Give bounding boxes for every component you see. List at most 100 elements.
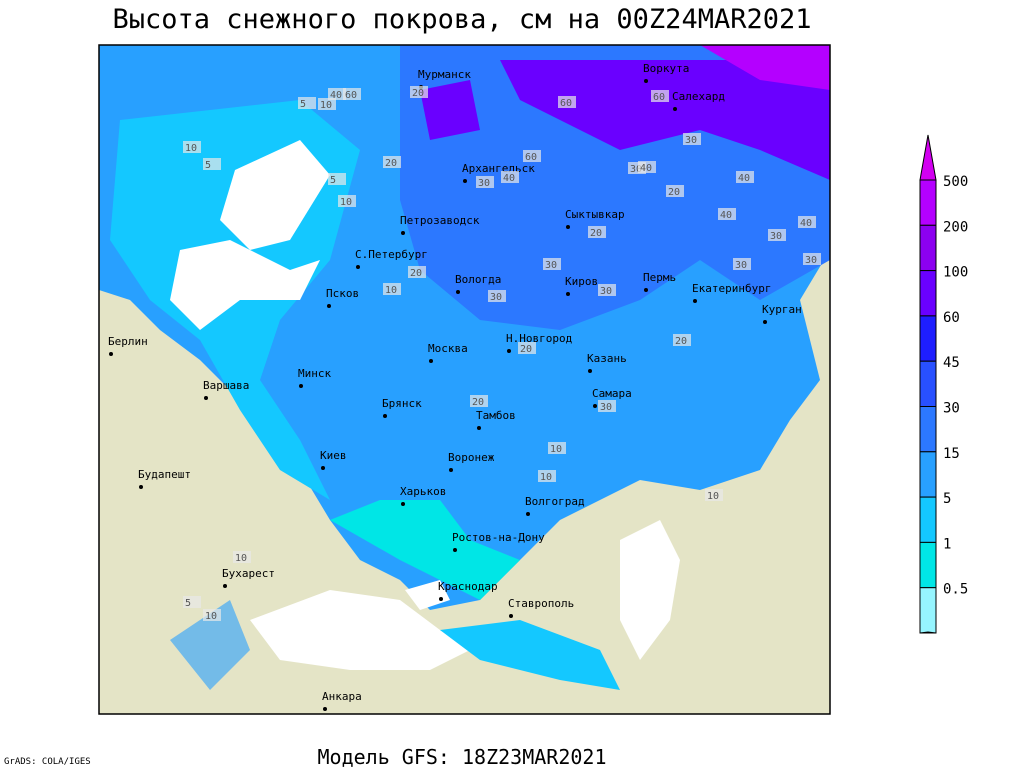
contour-label-box — [673, 334, 691, 346]
contour-label-box — [588, 226, 606, 238]
city-dot — [327, 304, 331, 308]
city-dot — [566, 292, 570, 296]
city-label: Псков — [326, 287, 359, 300]
contour-label-box — [543, 258, 561, 270]
contour-label-box — [798, 216, 816, 228]
legend-label: 500 — [943, 174, 968, 190]
city-dot — [401, 231, 405, 235]
land — [120, 510, 250, 640]
city-dot — [139, 485, 143, 489]
city-dot — [588, 369, 592, 373]
contour-label: 40 — [800, 218, 812, 229]
contour-label: 30 — [685, 135, 697, 146]
city-dot — [323, 707, 327, 711]
contour-label-box — [733, 258, 751, 270]
contour-label-box — [768, 229, 786, 241]
city-label: Самара — [592, 387, 632, 400]
contour-label: 10 — [235, 553, 247, 564]
contour-label-box — [638, 161, 656, 173]
city-dot — [429, 359, 433, 363]
contour-label-box — [470, 395, 488, 407]
contour-label-box — [338, 195, 356, 207]
legend-label: 60 — [943, 310, 960, 326]
legend-label: 0.5 — [943, 582, 968, 598]
contour-label: 20 — [675, 336, 687, 347]
contour-label-box — [598, 284, 616, 296]
city-label: Москва — [428, 342, 468, 355]
city-label: Краснодар — [438, 580, 498, 593]
legend-swatch — [919, 360, 937, 408]
contour-label: 30 — [545, 260, 557, 271]
city-label: Ставрополь — [508, 597, 574, 610]
city-label: Анкара — [322, 690, 362, 703]
city-dot — [299, 384, 303, 388]
contour-label-box — [203, 609, 221, 621]
legend-bottom — [919, 631, 937, 634]
contour-label: 30 — [600, 286, 612, 297]
contour-label: 20 — [412, 88, 424, 99]
contour-label: 10 — [707, 491, 719, 502]
city-label: Варшава — [203, 379, 249, 392]
contour-label-box — [666, 185, 684, 197]
contour-label: 20 — [385, 158, 397, 169]
contour-label: 20 — [590, 228, 602, 239]
contour-label: 40 — [738, 173, 750, 184]
legend-swatch — [919, 541, 937, 589]
city-label: Пермь — [643, 271, 676, 284]
city-dot — [321, 466, 325, 470]
city-dot — [223, 584, 227, 588]
legend-label: 5 — [943, 491, 951, 507]
city-dot — [463, 179, 467, 183]
contour-label: 5 — [185, 598, 191, 609]
contour-label-box — [476, 176, 494, 188]
contour-label: 10 — [320, 100, 332, 111]
city-dot — [693, 299, 697, 303]
city-label: Екатеринбург — [692, 282, 771, 295]
map: Мурманск Воркута Салехард Архангельск Петроз… — [98, 44, 831, 715]
contour-label: 10 — [205, 611, 217, 622]
sea — [405, 580, 450, 610]
snow-mountain — [440, 620, 620, 690]
contour-label: 10 — [540, 472, 552, 483]
contour-label: 10 — [385, 285, 397, 296]
contour-label: 30 — [770, 231, 782, 242]
contour-label: 20 — [410, 268, 422, 279]
sea — [620, 520, 680, 660]
city-dot — [204, 396, 208, 400]
legend-label: 15 — [943, 446, 960, 462]
city-dot — [566, 225, 570, 229]
contour-label: 30 — [490, 292, 502, 303]
sea — [250, 590, 470, 670]
legend-swatch — [919, 587, 937, 634]
contour-label: 40 — [503, 173, 515, 184]
contour-label-box — [501, 171, 519, 183]
contour-label-box — [803, 253, 821, 265]
contour-label: 20 — [520, 344, 532, 355]
contour-label-box — [683, 133, 701, 145]
legend-swatch — [919, 315, 937, 362]
map-frame — [98, 44, 831, 715]
contour-label-box — [328, 88, 346, 100]
contour-label-box — [343, 88, 361, 100]
contour-label: 30 — [630, 164, 642, 175]
contour-label-box — [183, 596, 201, 608]
contour-label: 60 — [653, 92, 665, 103]
contour-label-box — [408, 266, 426, 278]
contour-label: 30 — [600, 402, 612, 413]
city-label: Сыктывкар — [565, 208, 625, 221]
credit: GrADS: COLA/IGES — [4, 757, 91, 767]
contour-label: 40 — [720, 210, 732, 221]
city-dot — [593, 404, 597, 408]
city-label: Н.Новгород — [506, 332, 573, 345]
city-dot — [763, 320, 767, 324]
city-label: Казань — [587, 352, 627, 365]
city-dot — [644, 288, 648, 292]
contour-label: 5 — [205, 160, 211, 171]
legend-label: 1 — [943, 536, 951, 552]
contour-label: 20 — [472, 397, 484, 408]
contour-label-box — [558, 96, 576, 108]
contour-label: 30 — [805, 255, 817, 266]
legend-swatch — [919, 224, 937, 272]
sea — [220, 140, 330, 250]
